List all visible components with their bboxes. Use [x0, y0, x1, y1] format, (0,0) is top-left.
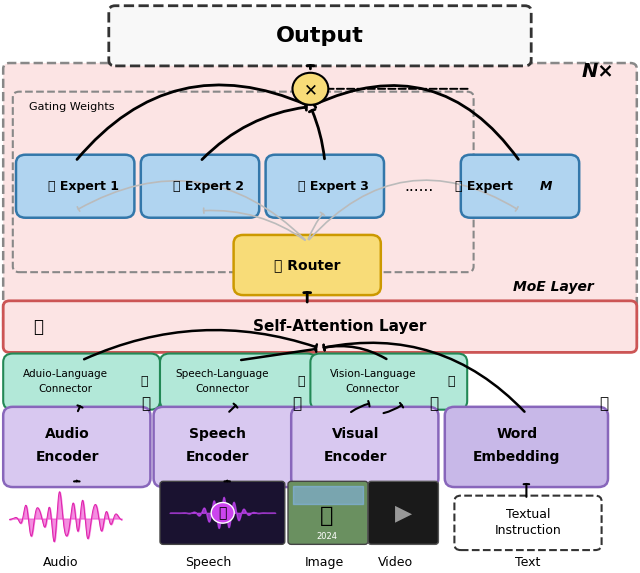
Text: Self-Attention Layer: Self-Attention Layer [253, 319, 426, 334]
FancyBboxPatch shape [154, 407, 301, 487]
Text: 🔥 Router: 🔥 Router [274, 258, 340, 272]
Text: Word: Word [496, 427, 538, 441]
Text: 🔥: 🔥 [447, 375, 455, 388]
Text: 🧊: 🧊 [141, 396, 150, 411]
Text: ✕: ✕ [303, 81, 317, 100]
Text: Encoder: Encoder [35, 450, 99, 464]
FancyBboxPatch shape [160, 481, 285, 544]
Text: 🔥: 🔥 [297, 375, 305, 388]
Text: Speech: Speech [189, 427, 246, 441]
FancyBboxPatch shape [454, 496, 602, 550]
Text: Encoder: Encoder [186, 450, 250, 464]
FancyBboxPatch shape [234, 235, 381, 295]
Text: Embedding: Embedding [473, 450, 561, 464]
Text: 🔥 Expert 1: 🔥 Expert 1 [48, 180, 119, 193]
FancyBboxPatch shape [266, 155, 384, 218]
FancyBboxPatch shape [368, 481, 438, 544]
Text: 🔥 Expert 2: 🔥 Expert 2 [173, 180, 244, 193]
FancyBboxPatch shape [310, 354, 467, 410]
FancyBboxPatch shape [16, 155, 134, 218]
Text: 🧊: 🧊 [599, 396, 608, 411]
Text: 🔥: 🔥 [33, 317, 44, 336]
FancyBboxPatch shape [3, 63, 637, 344]
Text: Audio: Audio [43, 556, 79, 569]
Circle shape [292, 73, 328, 105]
Text: 🔥: 🔥 [140, 375, 148, 388]
Text: Connector: Connector [38, 384, 93, 394]
Text: Vision-Language: Vision-Language [330, 369, 416, 379]
Text: Encoder: Encoder [323, 450, 387, 464]
Text: 🔥 Expert 3: 🔥 Expert 3 [298, 180, 369, 193]
Text: Text: Text [515, 556, 541, 569]
Text: Image: Image [305, 556, 344, 569]
FancyBboxPatch shape [109, 6, 531, 66]
Text: Connector: Connector [195, 384, 250, 394]
Circle shape [211, 503, 234, 523]
FancyBboxPatch shape [461, 155, 579, 218]
Text: Aduio-Language: Aduio-Language [23, 369, 108, 379]
FancyBboxPatch shape [3, 407, 150, 487]
Text: 🎙: 🎙 [218, 506, 227, 520]
Text: Output: Output [276, 26, 364, 46]
Text: Speech: Speech [185, 556, 231, 569]
FancyBboxPatch shape [288, 481, 368, 544]
Text: 2024: 2024 [317, 532, 337, 541]
Text: Video: Video [378, 556, 413, 569]
Text: Instruction: Instruction [495, 524, 561, 537]
Text: Connector: Connector [346, 384, 400, 394]
Text: ......: ...... [404, 179, 434, 194]
Text: 🧊: 🧊 [292, 396, 301, 411]
FancyBboxPatch shape [3, 354, 160, 410]
FancyBboxPatch shape [445, 407, 608, 487]
FancyBboxPatch shape [3, 301, 637, 352]
FancyBboxPatch shape [141, 155, 259, 218]
Text: Speech-Language: Speech-Language [175, 369, 269, 379]
Text: 🔥 Expert: 🔥 Expert [454, 180, 517, 193]
Text: 🧊: 🧊 [429, 396, 438, 411]
Text: MoE Layer: MoE Layer [513, 280, 594, 293]
Text: Audio: Audio [45, 427, 90, 441]
FancyBboxPatch shape [291, 407, 438, 487]
Text: 🌄: 🌄 [321, 506, 333, 525]
Text: Gating Weights: Gating Weights [29, 102, 115, 112]
Text: N×: N× [582, 62, 615, 81]
FancyBboxPatch shape [160, 354, 317, 410]
Text: Textual: Textual [506, 508, 550, 521]
Text: ▶: ▶ [395, 503, 412, 523]
Text: M: M [540, 180, 552, 193]
Text: Visual: Visual [332, 427, 379, 441]
